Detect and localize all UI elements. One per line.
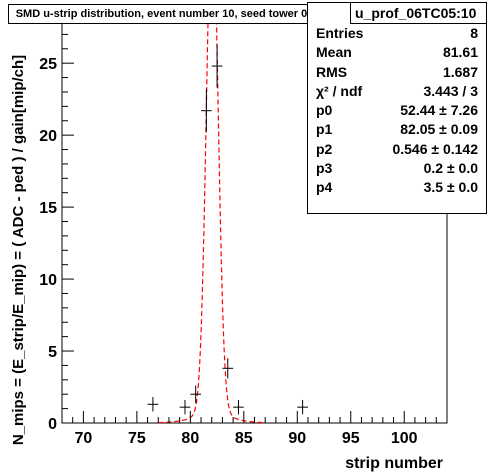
data-point <box>201 89 212 133</box>
data-point <box>233 399 244 415</box>
fit-curve <box>158 19 266 424</box>
x-tick-label: 75 <box>128 430 146 447</box>
x-tick-label: 90 <box>288 430 306 447</box>
stats-key: p2 <box>316 140 333 157</box>
data-points-layer <box>147 44 308 415</box>
stats-row: p1 82.05 ± 0.09 <box>308 120 486 139</box>
stats-key: p0 <box>316 102 333 119</box>
stats-value: 3.443 / 3 <box>423 82 479 99</box>
stats-key: RMS <box>316 63 348 80</box>
chart-title: SMD u-strip distribution, event number 1… <box>8 4 348 24</box>
stats-value: 0.2 ± 0.0 <box>423 160 478 177</box>
data-point <box>211 44 223 88</box>
stats-histogram-name: u_prof_06TC05:10 <box>350 3 486 24</box>
stats-row: p0 52.44 ± 7.26 <box>308 101 486 120</box>
stats-value: 8 <box>470 25 478 41</box>
stats-value: 0.546 ± 0.142 <box>392 140 478 157</box>
stats-key: p3 <box>316 160 333 177</box>
x-tick-label: 95 <box>342 430 360 447</box>
stats-rows: Entries 8 Mean 81.61 RMS 1.687 χ² / ndf 3.443 /… <box>308 24 486 198</box>
data-point <box>297 399 308 415</box>
stats-row: Entries 8 <box>308 24 486 43</box>
stats-row: RMS 1.687 <box>308 63 486 82</box>
y-tick-label: 5 <box>48 344 57 361</box>
stats-key: χ² / ndf <box>316 82 363 99</box>
stats-value: 3.5 ± 0.0 <box>423 179 478 196</box>
x-tick-label: 80 <box>181 430 199 447</box>
stats-row: Mean 81.61 <box>308 43 486 62</box>
x-axis-label: strip number <box>345 455 443 472</box>
data-point <box>147 397 159 412</box>
stats-row: p4 3.5 ± 0.0 <box>308 178 486 197</box>
x-tick-label: 100 <box>391 430 418 447</box>
y-axis-label: N_mips = (E_strip/E_mip) = ( ADC - ped )… <box>10 55 27 445</box>
stats-key: p1 <box>316 121 333 138</box>
stats-key: Entries <box>316 25 364 41</box>
x-tick-label: 70 <box>74 430 92 447</box>
y-tick-label: 15 <box>39 200 57 217</box>
y-tick-label: 0 <box>48 416 57 433</box>
stats-key: Mean <box>316 44 352 61</box>
x-tick-label: 85 <box>235 430 253 447</box>
data-point <box>190 385 202 403</box>
stats-key: p4 <box>316 179 333 196</box>
stats-row: p3 0.2 ± 0.0 <box>308 159 486 178</box>
y-tick-label: 20 <box>39 128 57 145</box>
fit-curve-layer <box>158 19 266 424</box>
y-tick-label: 10 <box>39 272 57 289</box>
y-tick-label: 25 <box>39 56 57 73</box>
stats-row: χ² / ndf 3.443 / 3 <box>308 82 486 101</box>
stats-value: 52.44 ± 7.26 <box>400 102 478 119</box>
stats-row: p2 0.546 ± 0.142 <box>308 140 486 159</box>
y-axis: 0 5 10 15 20 25 <box>39 19 74 433</box>
stats-value: 82.05 ± 0.09 <box>400 121 478 138</box>
data-point <box>179 399 191 415</box>
stats-value: 81.61 <box>442 44 478 61</box>
data-point <box>222 358 234 379</box>
stats-box: u_prof_06TC05:10 Entries 8 Mean 81.61 RMS 1.6… <box>307 2 487 214</box>
stats-value: 1.687 <box>442 63 478 80</box>
x-axis: 70 75 80 85 90 95 100 <box>61 411 448 447</box>
